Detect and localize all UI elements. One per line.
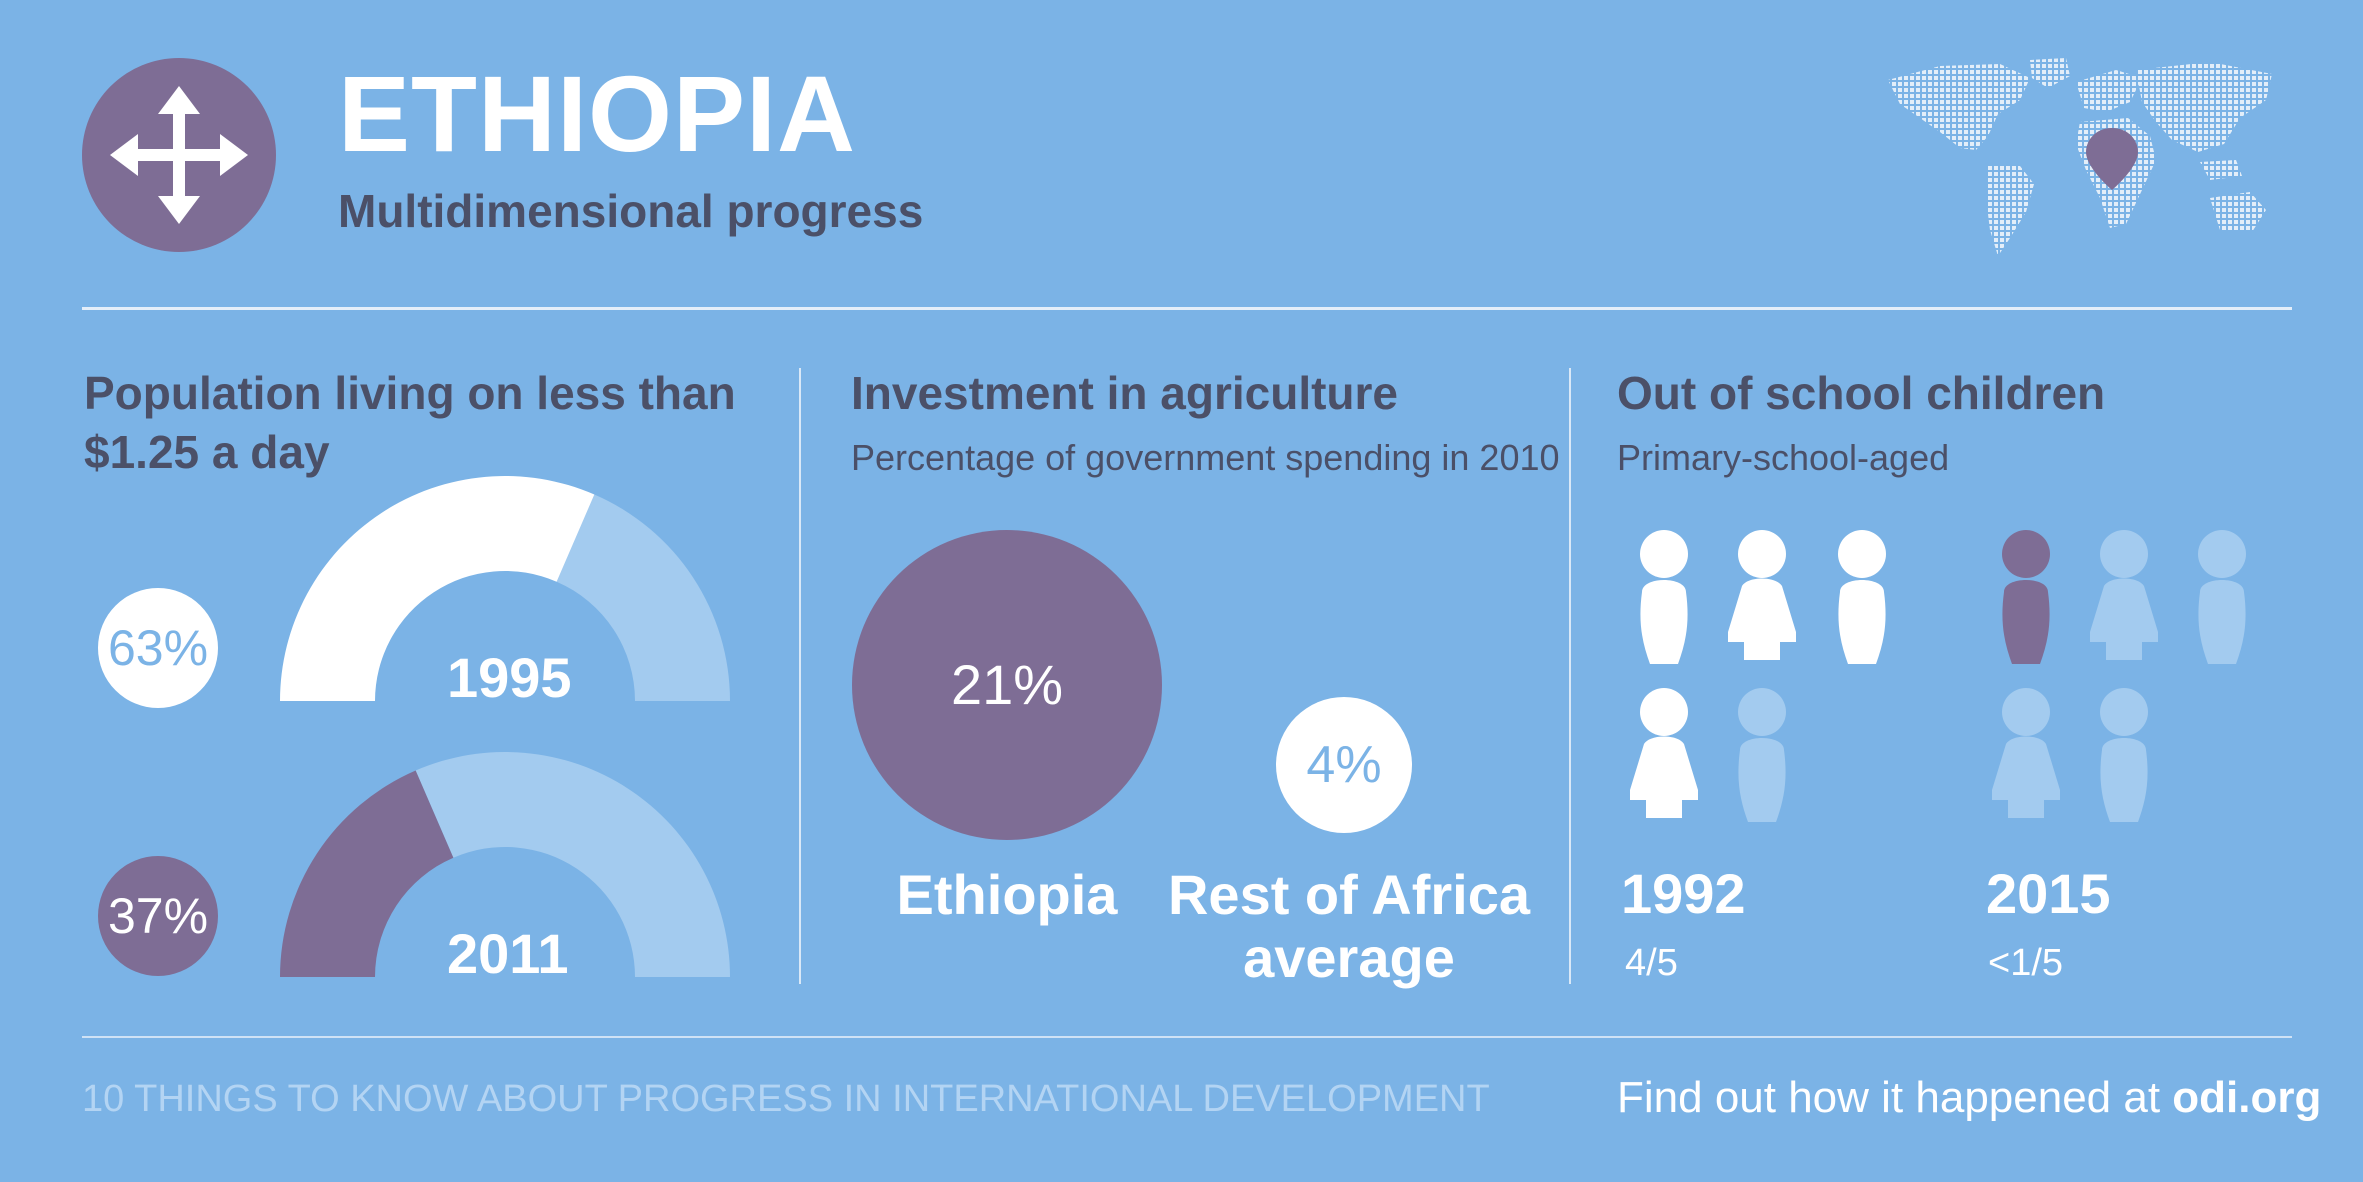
africa-agri-circle: 4% (1276, 697, 1412, 833)
logo-badge (82, 58, 276, 252)
child-figure-2015-1 (2002, 530, 2050, 664)
child-figure-2015-2 (2090, 530, 2158, 660)
footer-cta-text: Find out how it happened at (1617, 1073, 2173, 1122)
ethiopia-agri-label: Ethiopia (896, 863, 1118, 926)
ethiopia-agri-circle: 21% (852, 530, 1162, 840)
child-figure-1992-5 (1738, 688, 1786, 822)
footer-cta: Find out how it happened at odi.org (1617, 1076, 2321, 1120)
gauge-1995-filled (280, 476, 595, 701)
school-title: Out of school children (1617, 367, 2106, 419)
section-divider-2 (1569, 368, 1571, 984)
school-2015-year: 2015 (1986, 862, 2111, 925)
school-subtitle: Primary-school-aged (1617, 437, 1950, 478)
child-figure-1992-2 (1728, 530, 1796, 660)
poverty-1995-gauge (280, 476, 730, 701)
child-figure-2015-5 (2100, 688, 2148, 822)
school-2015-fraction: <1/5 (1988, 942, 2064, 984)
africa-agri-label-line1: Rest of Africa (1167, 863, 1530, 926)
school-1992-year: 1992 (1621, 862, 1746, 925)
child-figure-1992-3 (1838, 530, 1886, 664)
four-way-arrows-icon (110, 86, 248, 224)
poverty-2011-badge: 37% (98, 856, 218, 976)
agriculture-subtitle: Percentage of government spending in 201… (851, 437, 1560, 478)
children-pictogram (1630, 530, 2246, 822)
child-figure-2015-4 (1992, 688, 2060, 818)
child-figure-2015-3 (2198, 530, 2246, 664)
poverty-1995-badge: 63% (98, 588, 218, 708)
footer-series-title: 10 THINGS TO KNOW ABOUT PROGRESS IN INTE… (82, 1078, 1490, 1120)
gauge-1995-remaining (556, 494, 730, 701)
agriculture-title: Investment in agriculture (851, 367, 1399, 419)
section-divider-1 (799, 368, 801, 984)
poverty-2011-gauge (280, 752, 730, 977)
school-1992-fraction: 4/5 (1625, 942, 1678, 984)
child-figure-1992-4 (1630, 688, 1698, 818)
footer-divider (82, 1036, 2292, 1038)
africa-agri-label-line2: average (1243, 925, 1455, 989)
poverty-title-line1: Population living on less than (84, 367, 736, 419)
africa-agri-label: Rest of Africa average (1154, 863, 1544, 989)
page-title: ETHIOPIA (338, 53, 857, 174)
poverty-title: Population living on less than $1.25 a d… (84, 364, 736, 482)
gauge-2011-remaining (415, 752, 730, 977)
header-divider (82, 307, 2292, 310)
gauge-2011-filled (280, 770, 454, 977)
odi-link[interactable]: odi.org (2172, 1073, 2322, 1122)
dotted-world-map-icon (1888, 58, 2272, 256)
poverty-title-line2: $1.25 a day (84, 425, 330, 478)
poverty-1995-year: 1995 (447, 646, 572, 709)
child-figure-1992-1 (1640, 530, 1688, 664)
location-pin-icon (2086, 128, 2138, 190)
page-subtitle: Multidimensional progress (338, 185, 924, 237)
poverty-2011-year: 2011 (447, 922, 569, 985)
